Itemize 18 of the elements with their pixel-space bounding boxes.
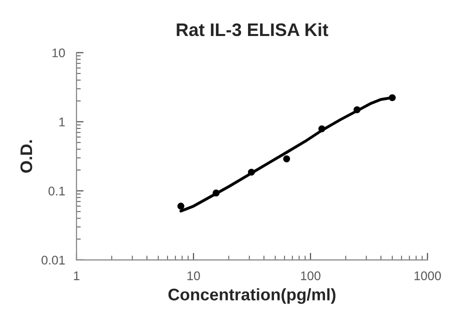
point: [354, 106, 361, 114]
x-tick-label: 10: [188, 271, 200, 280]
y-tick-label: 0.1: [48, 186, 65, 196]
point: [212, 190, 220, 196]
point: [283, 155, 290, 162]
point: [177, 202, 184, 210]
x-tick-label: 1: [74, 271, 80, 280]
y-tick-label: 0.01: [42, 256, 65, 265]
y-tick-label: 10: [52, 48, 65, 58]
point: [248, 168, 255, 176]
y-axis-title: O.D.: [20, 140, 32, 173]
x-axis-title: Concentration(pg/ml): [168, 288, 336, 304]
y-tick-label: 1: [59, 118, 65, 126]
point: [388, 94, 396, 102]
chart-title: Rat IL-3 ELISA Kit: [176, 22, 328, 36]
x-tick-label: 100: [301, 271, 320, 280]
point: [318, 125, 326, 132]
x-tick-label: 1000: [414, 271, 441, 280]
